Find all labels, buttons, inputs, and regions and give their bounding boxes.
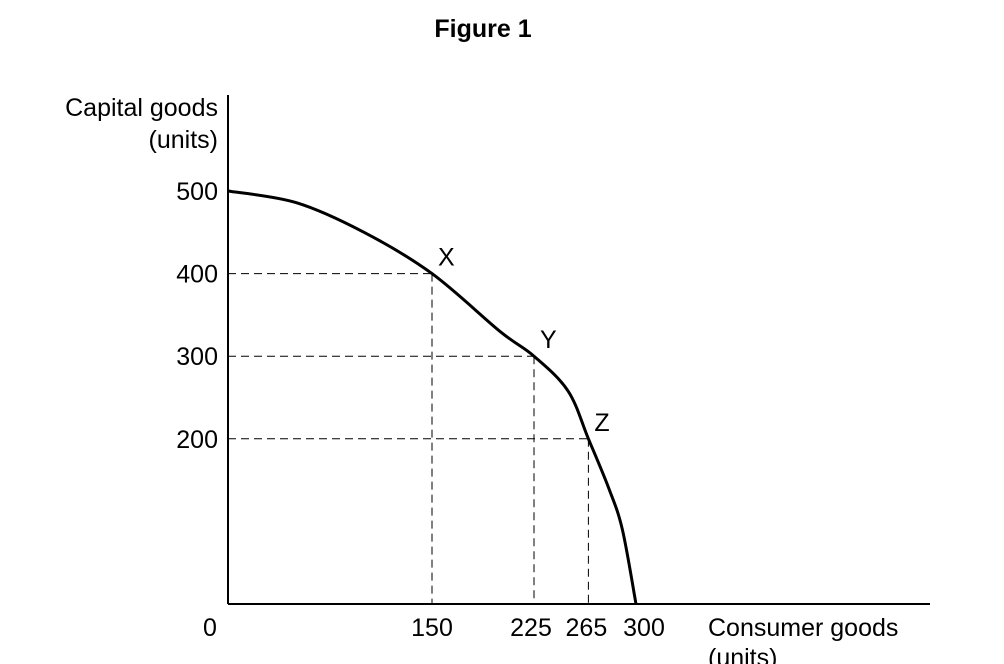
y-axis-label-line-2: (units) [149,126,218,154]
x-tick-label: 265 [566,614,608,642]
ppf-curve [227,189,638,605]
x-axis-label-line-1: Consumer goods [708,614,898,642]
x-tick-label: 225 [510,614,552,642]
point-label-z: Z [594,409,609,437]
axis-labels: Capital goods (units) Consumer goods (un… [65,94,898,664]
point-labels: X Y Z [438,244,610,437]
y-tick-label: 300 [176,343,218,371]
y-tick-label: 200 [176,426,218,454]
tick-labels: 150 225 265 300 200 300 400 500 [176,178,665,642]
origin-label: 0 [203,614,217,642]
point-label-y: Y [540,326,557,354]
figure-title: Figure 1 [434,15,532,43]
x-tick-label: 150 [411,614,453,642]
y-axis-label-line-1: Capital goods [65,94,218,122]
x-tick-label: 300 [623,614,665,642]
guide-lines [228,273,589,604]
y-tick-label: 500 [176,178,218,206]
x-axis-label-line-2: (units) [708,644,777,664]
y-tick-label: 400 [176,261,218,289]
point-label-x: X [438,244,455,272]
